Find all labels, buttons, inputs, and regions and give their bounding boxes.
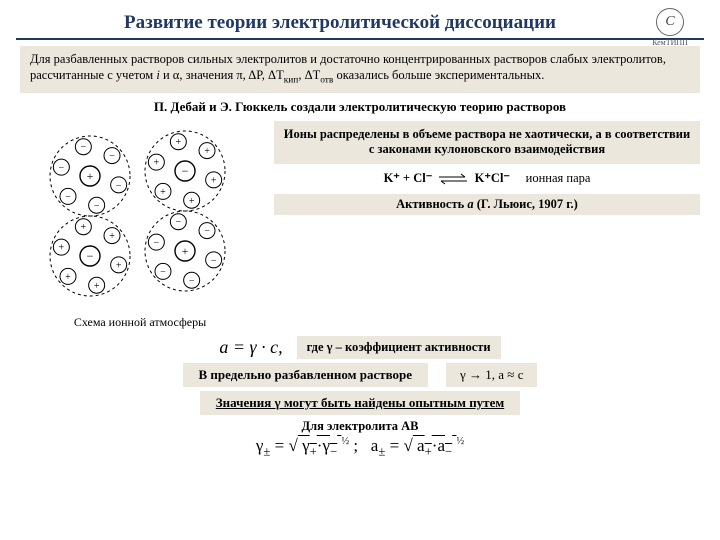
formula-description: где γ – коэффициент активности [297,336,501,359]
svg-text:−: − [109,151,115,162]
svg-text:+: + [109,231,115,242]
svg-text:+: + [211,175,217,186]
svg-text:+: + [116,260,122,271]
svg-text:−: − [87,249,94,263]
right-column: Ионы распределены в объеме раствора не х… [274,121,700,215]
gamma-line: Значения γ могут быть найдены опытным пу… [200,391,520,415]
svg-text:+: + [176,137,182,148]
page-title: Развитие теории электролитической диссоц… [16,0,704,40]
dilute-limit: γ → 1, a ≈ c [446,363,537,387]
authors-line: П. Дебай и Э. Гюккель создали электролит… [20,99,700,115]
logo-text: КемТИПП [634,38,706,47]
svg-text:−: − [160,267,166,278]
svg-text:−: − [204,226,210,237]
ion-distribution-box: Ионы распределены в объеме раствора не х… [274,121,700,164]
svg-text:+: + [87,169,94,183]
ion-pair-equation: K⁺ + Cl⁻ K⁺Cl⁻ ионная пара [274,170,700,186]
formula-row: a = γ · c, где γ – коэффициент активност… [20,336,700,359]
ionpair-rhs: K⁺Cl⁻ [475,171,510,185]
intro-text: Для разбавленных растворов сильных элект… [30,52,666,82]
svg-text:+: + [59,242,65,253]
ionic-diagram: +−−−−−−−++++++−+++++++−−−−−− Схема ионно… [20,121,260,330]
svg-text:−: − [116,180,122,191]
svg-text:+: + [81,222,87,233]
svg-text:+: + [65,272,71,283]
svg-text:+: + [204,146,210,157]
svg-text:−: − [182,164,189,178]
svg-text:+: + [154,157,160,168]
svg-text:−: − [94,201,100,212]
dilute-text: В предельно разбавленном растворе [183,363,429,387]
activity-formula: a = γ · c, [219,337,282,358]
main-row: +−−−−−−−++++++−+++++++−−−−−− Схема ионно… [0,121,720,330]
intro-box: Для разбавленных растворов сильных элект… [20,46,700,93]
logo-mark: С [656,8,684,36]
equilibrium-arrow-icon [435,173,471,185]
svg-text:−: − [59,162,65,173]
final-formula: γ± = √ γ+·γ− ½ ; a± = √ a+·a− ½ [0,436,720,459]
svg-text:−: − [211,255,217,266]
gamma-row: Значения γ могут быть найдены опытным пу… [20,391,700,415]
svg-text:−: − [176,217,182,228]
svg-text:+: + [160,187,166,198]
logo: С КемТИПП [634,8,706,47]
ionpair-lhs: K⁺ + Cl⁻ [384,171,433,185]
svg-text:+: + [94,281,100,292]
svg-text:+: + [189,196,195,207]
electrolyte-line: Для электролита AB [20,419,700,434]
svg-text:+: + [182,244,189,258]
svg-text:−: − [81,142,87,153]
dilute-row: В предельно разбавленном растворе γ → 1,… [20,363,700,387]
diagram-caption: Схема ионной атмосферы [20,315,260,330]
svg-text:−: − [189,276,195,287]
ionpair-label: ионная пара [526,171,591,185]
svg-text:−: − [154,237,160,248]
svg-text:−: − [65,192,71,203]
activity-line: Активность a (Г. Льюис, 1907 г.) [274,194,700,215]
